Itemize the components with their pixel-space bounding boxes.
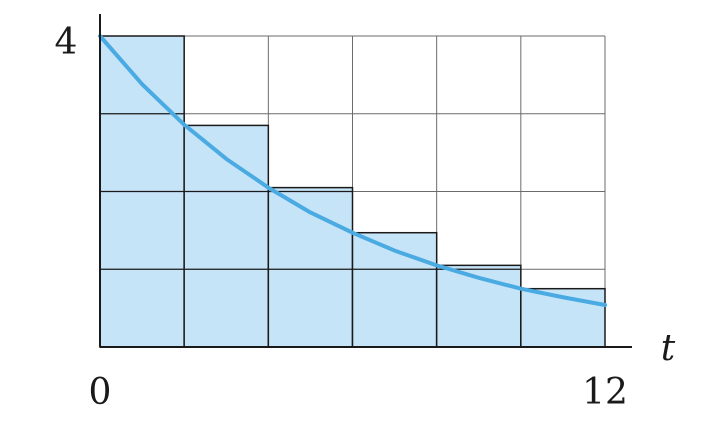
x-tick-label-min: 0 [89,372,112,413]
bars [99,35,606,348]
x-axis-label: t [661,328,676,369]
x-tick-label-max: 12 [582,372,628,413]
decay-curve [98,34,607,308]
y-tick-label-max: 4 [55,22,78,63]
